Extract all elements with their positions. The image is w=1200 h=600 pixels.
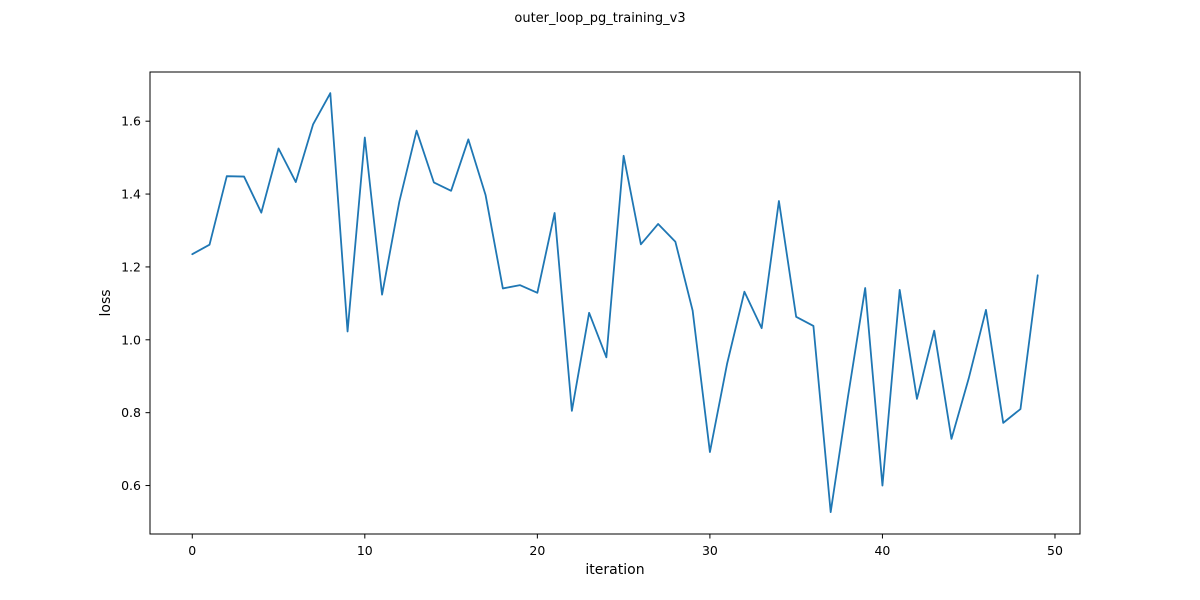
- data-point: [398, 200, 401, 203]
- data-point: [536, 291, 539, 294]
- data-point: [777, 199, 780, 202]
- data-point: [588, 311, 591, 314]
- y-tick-label: 0.6: [121, 478, 141, 493]
- data-point: [760, 327, 763, 330]
- data-point: [950, 437, 953, 440]
- data-point: [553, 212, 556, 215]
- data-point: [450, 189, 453, 192]
- data-point: [260, 211, 263, 214]
- data-point: [243, 175, 246, 178]
- data-point: [1002, 421, 1005, 424]
- data-point: [795, 315, 798, 318]
- y-tick-label: 1.6: [121, 114, 141, 129]
- data-point: [277, 147, 280, 150]
- data-point: [1036, 274, 1039, 277]
- x-axis-label: iteration: [585, 562, 644, 578]
- data-point: [346, 330, 349, 333]
- data-point: [639, 243, 642, 246]
- data-point: [915, 397, 918, 400]
- data-point: [501, 287, 504, 290]
- x-tick-label: 30: [702, 543, 718, 558]
- y-tick-label: 0.8: [121, 405, 141, 420]
- axis-ticks: 0 10 20 30 40 50 0.6 0.8 1.0 1.2 1.4 1.6: [121, 114, 1063, 558]
- data-point: [657, 222, 660, 225]
- data-point: [864, 287, 867, 290]
- data-point: [812, 324, 815, 327]
- y-axis-label: loss: [98, 289, 114, 316]
- x-tick-label: 50: [1047, 543, 1063, 558]
- data-point: [363, 136, 366, 139]
- data-point: [208, 243, 211, 246]
- data-point: [225, 175, 228, 178]
- data-point: [984, 308, 987, 311]
- x-tick-label: 40: [874, 543, 890, 558]
- data-point: [415, 129, 418, 132]
- data-point: [881, 484, 884, 487]
- plot-area: [191, 92, 1039, 514]
- data-point: [381, 293, 384, 296]
- data-point: [691, 309, 694, 312]
- data-point: [967, 377, 970, 380]
- y-tick-label: 1.2: [121, 259, 141, 274]
- data-point: [846, 396, 849, 399]
- loss-series-line: [191, 92, 1039, 514]
- data-point: [898, 288, 901, 291]
- data-point: [1019, 408, 1022, 411]
- data-point: [570, 409, 573, 412]
- x-tick-label: 0: [188, 543, 196, 558]
- data-point: [329, 92, 332, 95]
- axes-frame: [149, 71, 1081, 535]
- data-point: [829, 511, 832, 514]
- data-point: [933, 329, 936, 332]
- data-point: [191, 253, 194, 256]
- x-tick-label: 20: [529, 543, 545, 558]
- y-tick-label: 1.4: [121, 187, 141, 202]
- data-point: [312, 123, 315, 126]
- data-point: [605, 356, 608, 359]
- chart-title: outer_loop_pg_training_v3: [514, 11, 685, 26]
- data-point: [726, 362, 729, 365]
- data-point: [519, 284, 522, 287]
- data-point: [622, 154, 625, 157]
- data-point: [432, 181, 435, 184]
- x-tick-label: 10: [357, 543, 373, 558]
- data-point: [484, 194, 487, 197]
- data-point: [467, 138, 470, 141]
- data-point: [294, 181, 297, 184]
- y-tick-label: 1.0: [121, 332, 141, 347]
- data-point: [708, 451, 711, 454]
- data-point: [674, 240, 677, 243]
- data-point: [743, 290, 746, 293]
